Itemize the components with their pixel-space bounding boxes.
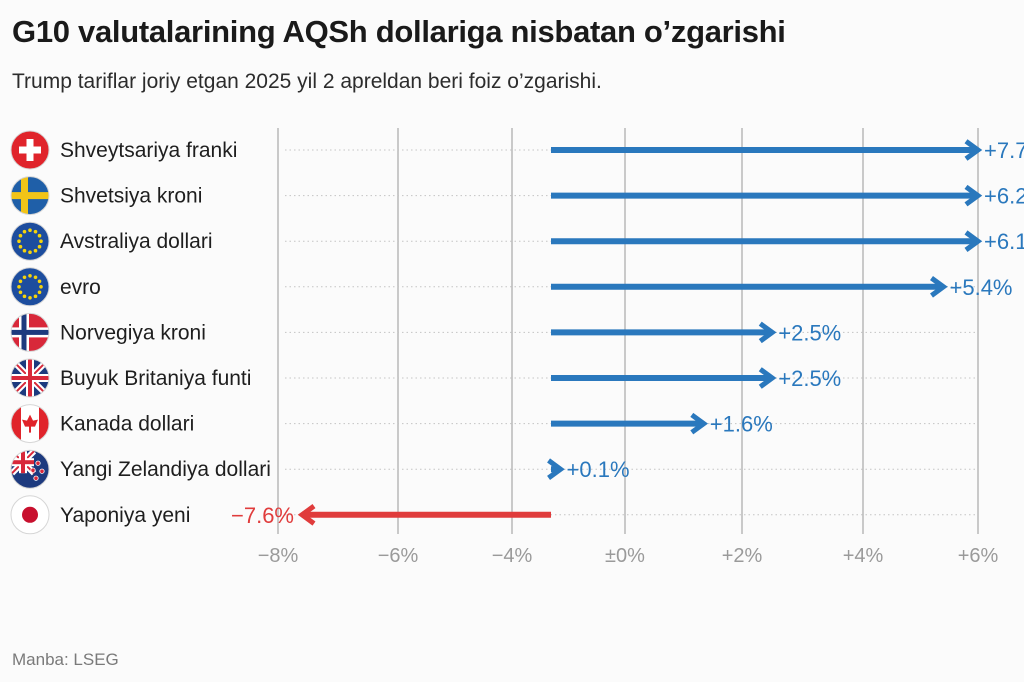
chart-subtitle: Trump tariflar joriy etgan 2025 yil 2 ap… (12, 70, 602, 93)
switzerland-flag-icon (10, 130, 50, 170)
eu-flag-icon (10, 221, 50, 261)
value-label: +2.5% (778, 320, 841, 345)
sweden-flag-icon (10, 176, 50, 216)
category-label: Yangi Zelandiya dollari (60, 458, 271, 481)
category-label: evro (60, 276, 101, 299)
value-label: +0.1% (567, 457, 630, 482)
x-tick-label: −8% (258, 545, 299, 567)
x-tick-label: +2% (722, 545, 763, 567)
x-tick-label: +4% (843, 545, 884, 567)
uk-flag-icon (10, 358, 50, 398)
value-arrow-head (547, 458, 565, 480)
value-label: −7.6% (231, 503, 294, 528)
value-label: +5.4% (950, 275, 1013, 300)
chart-title: G10 valutalarining AQSh dollariga nisbat… (12, 14, 786, 49)
x-axis-ticks: −8% −6% −4% ±0% +2% +4% +6% (258, 545, 999, 567)
canada-flag-icon (10, 404, 50, 444)
value-arrow-head (964, 139, 983, 161)
category-layer: Shveytsariya franki Shvetsiya kroni Avstra… (10, 130, 271, 535)
value-arrow-head (930, 276, 948, 298)
norway-flag-icon (10, 312, 50, 352)
value-arrow-head (297, 504, 316, 526)
japan-flag-icon (10, 495, 50, 535)
value-arrow-head (758, 367, 777, 389)
eu-flag-icon (10, 267, 50, 307)
category-label: Norvegiya kroni (60, 321, 206, 344)
category-label: Buyuk Britaniya funti (60, 367, 251, 390)
value-label: +7.7% (984, 138, 1024, 163)
new-zealand-flag-icon (10, 449, 50, 489)
category-label: Kanada dollari (60, 413, 194, 436)
x-tick-label: −4% (492, 545, 533, 567)
arrow-layer: +7.7%+6.2%+6.1%+5.4%+2.5%+2.5%+1.6%+0.1%… (231, 138, 1024, 528)
value-arrow-head (964, 184, 983, 207)
category-label: Shvetsiya kroni (60, 185, 202, 208)
x-tick-label: +6% (958, 545, 999, 567)
value-arrow-head (964, 230, 983, 252)
x-tick-label: −6% (378, 545, 419, 567)
value-label: +2.5% (778, 366, 841, 391)
value-arrow-head (758, 321, 777, 344)
category-label: Shveytsariya franki (60, 139, 237, 162)
category-label: Yaponiya yeni (60, 504, 190, 527)
value-arrow-head (690, 412, 709, 435)
category-label: Avstraliya dollari (60, 230, 213, 253)
x-tick-label: ±0% (605, 545, 645, 567)
value-label: +1.6% (710, 412, 773, 437)
value-label: +6.2% (984, 184, 1024, 209)
value-label: +6.1% (984, 229, 1024, 254)
source-note: Manba: LSEG (12, 650, 119, 669)
